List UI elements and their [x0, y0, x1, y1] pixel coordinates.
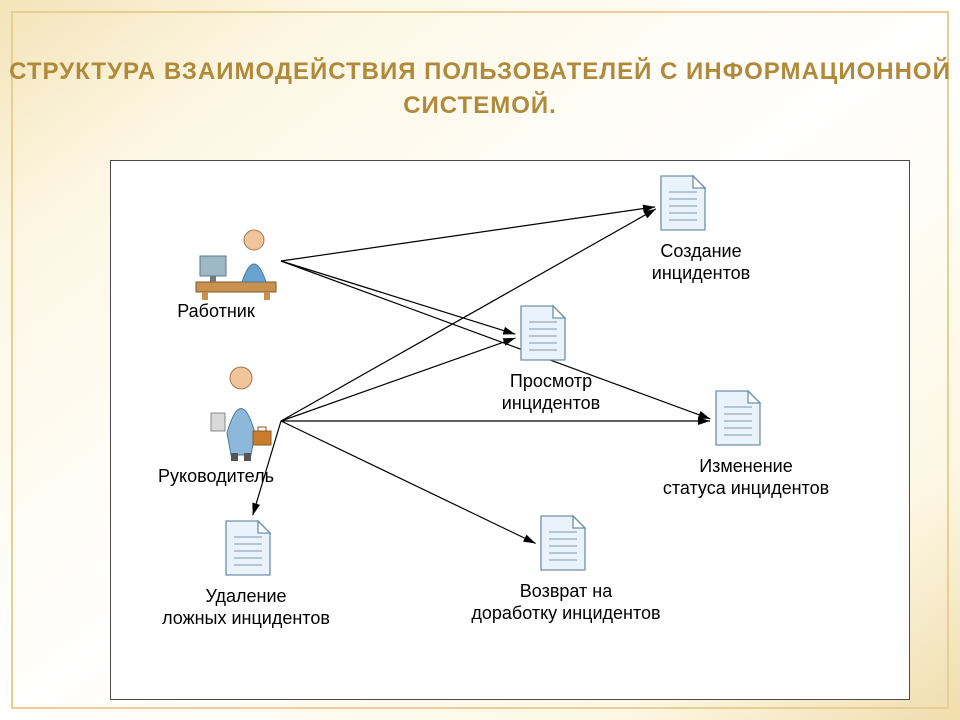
label-return: Возврат на доработку инцидентов [436, 581, 696, 624]
label-worker: Работник [131, 301, 301, 323]
document-icon [661, 176, 705, 230]
slide-title: СТРУКТУРА ВЗАИМОДЕЙСТВИЯ ПОЛЬЗОВАТЕЛЕЙ С… [0, 55, 960, 122]
label-delete: Удаление ложных инцидентов [121, 586, 371, 629]
label-manager: Руководитель [121, 466, 311, 488]
worker-icon [196, 230, 276, 300]
manager-icon [211, 367, 271, 461]
document-icon [226, 521, 270, 575]
document-icon [521, 306, 565, 360]
label-view: Просмотр инцидентов [456, 371, 646, 414]
label-status: Изменение статуса инцидентов [616, 456, 876, 499]
diagram-box: Работник Руководитель Создание инцидентов П… [110, 160, 910, 700]
document-icon [541, 516, 585, 570]
label-create: Создание инцидентов [611, 241, 791, 284]
document-icon [716, 391, 760, 445]
slide: СТРУКТУРА ВЗАИМОДЕЙСТВИЯ ПОЛЬЗОВАТЕЛЕЙ С… [0, 0, 960, 720]
